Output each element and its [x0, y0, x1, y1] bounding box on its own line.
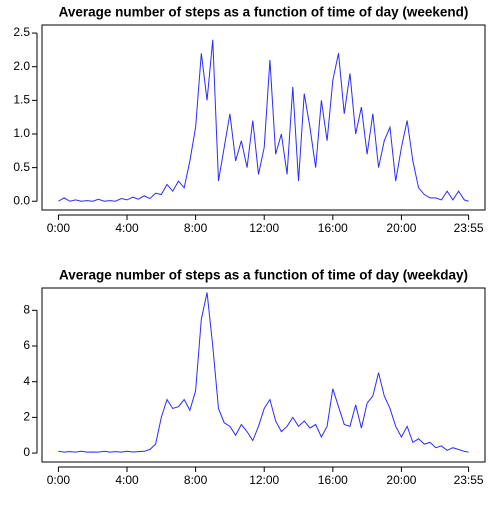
x-tick-label: 8:00: [184, 221, 208, 235]
x-tick-label: 0:00: [47, 473, 71, 487]
y-tick-label: 0.5: [13, 160, 30, 174]
data-line: [58, 39, 469, 202]
x-tick-label: 0:00: [47, 221, 71, 235]
chart-title: Average number of steps as a function of…: [59, 268, 468, 283]
y-tick-label: 2.0: [13, 59, 30, 73]
y-tick-label: 6: [23, 338, 30, 352]
x-tick-label: 16:00: [318, 473, 348, 487]
x-tick-label: 20:00: [386, 473, 416, 487]
y-tick-label: 1.5: [13, 93, 30, 107]
x-tick-label: 4:00: [115, 221, 139, 235]
y-tick-label: 0.0: [13, 193, 30, 207]
plot-frame: [41, 24, 486, 211]
x-tick-label: 12:00: [249, 221, 279, 235]
x-tick-label: 23:55: [454, 221, 484, 235]
x-tick-label: 8:00: [184, 473, 208, 487]
x-tick-label: 16:00: [318, 221, 348, 235]
y-tick-label: 8: [23, 302, 30, 316]
y-tick-label: 1.0: [13, 126, 30, 140]
x-tick-label: 23:55: [454, 473, 484, 487]
x-tick-label: 4:00: [115, 473, 139, 487]
y-tick-label: 0: [23, 445, 30, 459]
plot-frame: [41, 287, 486, 463]
chart-title: Average number of steps as a function of…: [59, 5, 469, 20]
y-tick-label: 4: [23, 374, 30, 388]
x-tick-label: 12:00: [249, 473, 279, 487]
data-line: [58, 292, 469, 453]
y-tick-label: 2.5: [13, 25, 30, 39]
y-tick-label: 2: [23, 410, 30, 424]
x-tick-label: 20:00: [386, 221, 416, 235]
